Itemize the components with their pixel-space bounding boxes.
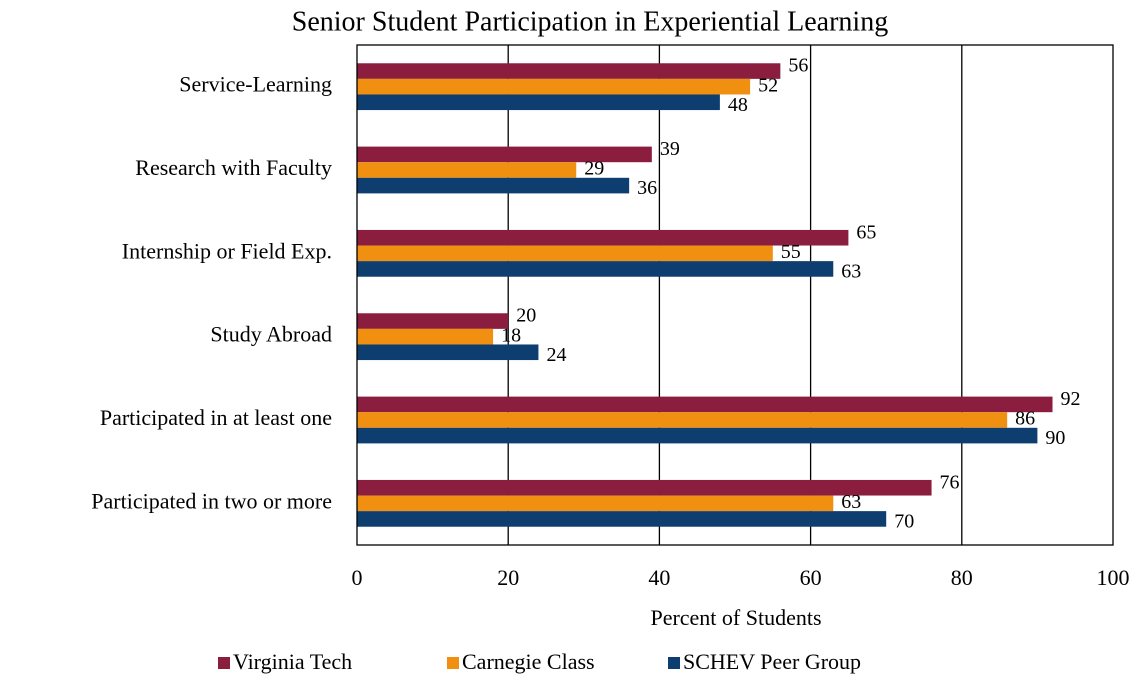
data-label: 55 [781, 241, 801, 263]
legend-swatch [668, 657, 680, 669]
bar [357, 63, 781, 79]
data-label: 48 [728, 94, 748, 116]
bar [357, 245, 773, 262]
data-label: 18 [501, 324, 521, 346]
x-tick-label: 80 [951, 565, 973, 590]
y-tick-label: Service-Learning [179, 72, 332, 97]
bar [357, 344, 539, 361]
y-tick-label: Internship or Field Exp. [122, 238, 332, 263]
data-label: 52 [758, 74, 778, 96]
bar [357, 479, 932, 496]
bar [357, 495, 834, 512]
data-label: 90 [1045, 427, 1065, 449]
data-label: 92 [1061, 388, 1081, 410]
y-tick-label: Study Abroad [210, 322, 332, 347]
bar [357, 511, 887, 527]
x-tick-label: 60 [800, 565, 822, 590]
bar [357, 412, 1008, 428]
bar [357, 427, 1038, 444]
bar [357, 177, 630, 194]
data-label: 86 [1015, 408, 1035, 430]
chart-title: Senior Student Participation in Experien… [292, 6, 888, 37]
data-label: 76 [940, 471, 960, 493]
legend-label: Virginia Tech [233, 649, 352, 674]
bar [357, 78, 751, 95]
data-label: 63 [841, 261, 861, 283]
data-label: 24 [546, 344, 566, 366]
y-tick-label: Participated in two or more [91, 488, 332, 513]
data-label: 63 [841, 491, 861, 513]
data-label: 20 [516, 305, 536, 327]
bar [357, 94, 720, 111]
bar [357, 229, 849, 246]
legend-label: SCHEV Peer Group [683, 649, 861, 674]
data-label: 70 [894, 511, 914, 533]
bar [357, 396, 1053, 413]
x-tick-label: 40 [648, 565, 670, 590]
y-tick-label: Participated in at least one [100, 405, 332, 430]
x-tick-label: 0 [352, 565, 363, 590]
legend-swatch [447, 657, 459, 669]
data-label: 56 [788, 55, 808, 77]
x-tick-label: 100 [1097, 565, 1130, 590]
legend-label: Carnegie Class [462, 649, 595, 674]
x-axis-label: Percent of Students [650, 605, 821, 630]
bar [357, 146, 652, 163]
bar [357, 162, 577, 178]
data-label: 36 [637, 177, 657, 199]
data-label: 65 [856, 221, 876, 243]
legend-swatch [218, 657, 230, 669]
bar [357, 261, 834, 277]
data-label: 39 [660, 138, 680, 160]
x-tick-label: 20 [497, 565, 519, 590]
bar [357, 313, 509, 329]
bar [357, 328, 494, 345]
data-label: 29 [584, 158, 604, 180]
plot-frame [356, 44, 1114, 546]
y-tick-label: Research with Faculty [135, 155, 332, 180]
